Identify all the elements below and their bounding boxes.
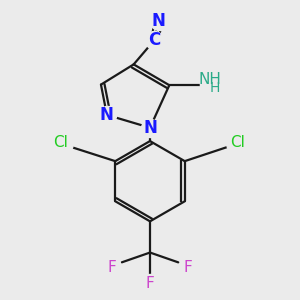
Text: NH: NH (198, 72, 221, 87)
Text: N: N (152, 12, 166, 30)
Text: C: C (148, 31, 160, 49)
Text: N: N (100, 106, 114, 124)
Text: Cl: Cl (53, 135, 68, 150)
Text: F: F (183, 260, 192, 275)
Text: F: F (108, 260, 117, 275)
Text: H: H (209, 81, 220, 95)
Text: N: N (143, 119, 157, 137)
Text: Cl: Cl (230, 135, 245, 150)
Text: F: F (146, 276, 154, 291)
